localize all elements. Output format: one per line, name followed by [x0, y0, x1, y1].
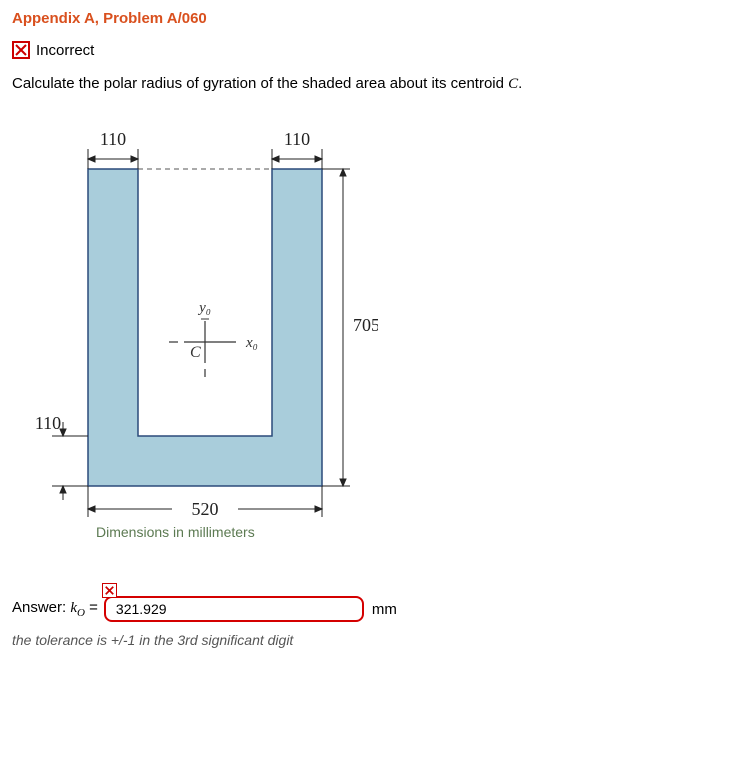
prompt-text-before: Calculate the polar radius of gyration o…	[12, 75, 508, 92]
dim-label-110-right: 110	[284, 129, 310, 149]
answer-prefix: Answer:	[12, 599, 70, 616]
incorrect-flag-icon	[102, 583, 117, 598]
answer-equals: =	[85, 599, 98, 616]
figure-svg: 110 110 705 110	[18, 109, 378, 559]
status-text: Incorrect	[36, 42, 94, 59]
answer-label: Answer: kO =	[12, 599, 98, 619]
dim-label-110-left: 110	[100, 129, 126, 149]
prompt-text-after: .	[518, 75, 522, 92]
centroid-label: C	[190, 344, 201, 361]
answer-input[interactable]	[104, 596, 364, 622]
problem-prompt: Calculate the polar radius of gyration o…	[12, 75, 734, 93]
axis-label-x0: x₀	[245, 335, 258, 351]
answer-subscript: O	[77, 607, 85, 619]
incorrect-icon	[12, 41, 30, 59]
status-row: Incorrect	[12, 41, 734, 59]
answer-row: Answer: kO = mm	[12, 596, 734, 622]
answer-input-wrap	[104, 596, 364, 622]
dim-label-705: 705	[353, 315, 378, 335]
axis-label-y0: y₀	[197, 300, 211, 316]
figure-caption: Dimensions in millimeters	[96, 524, 255, 540]
tolerance-note: the tolerance is +/-1 in the 3rd signifi…	[12, 632, 734, 648]
answer-unit: mm	[372, 601, 397, 618]
dim-label-110-bottom: 110	[35, 413, 61, 433]
prompt-centroid-var: C	[508, 76, 518, 92]
dim-label-520: 520	[192, 499, 219, 519]
problem-title: Appendix A, Problem A/060	[12, 10, 734, 27]
figure: 110 110 705 110	[18, 109, 734, 562]
